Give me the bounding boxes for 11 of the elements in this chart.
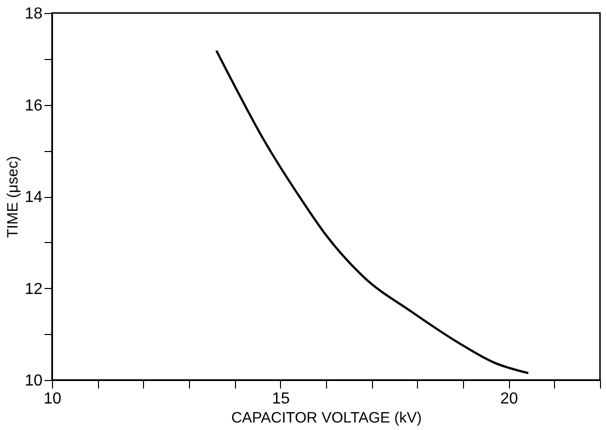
x-tick-label: 20 (500, 390, 518, 408)
y-tick-label: 18 (24, 6, 43, 22)
y-axis-title: TIME (μsec) (4, 156, 22, 238)
line-series (215, 50, 530, 374)
x-axis-title: CAPACITOR VOLTAGE (kV) (231, 410, 422, 426)
y-tick-label: 14 (24, 189, 43, 206)
y-tick-label: 12 (24, 280, 43, 298)
x-tick-label: 15 (272, 390, 290, 408)
y-tick-label: 10 (24, 372, 43, 390)
x-tick-label: 10 (44, 390, 62, 408)
y-tick-label: 16 (24, 97, 43, 114)
